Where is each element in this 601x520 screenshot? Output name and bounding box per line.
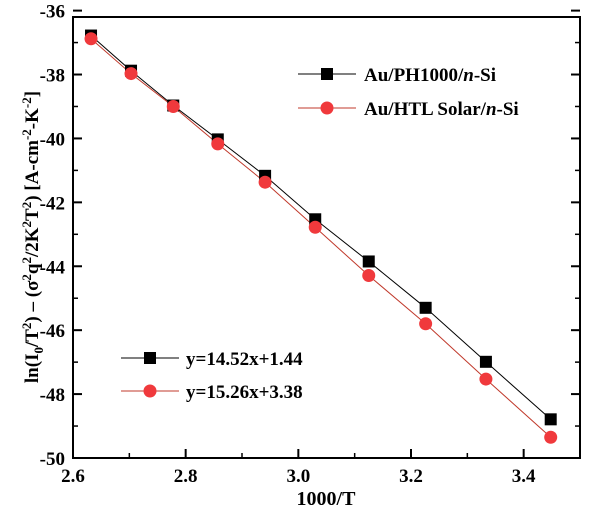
x-tick-label: 3.2 xyxy=(399,466,423,487)
series-1-line xyxy=(90,38,552,438)
x-tick-label: 2.8 xyxy=(174,466,198,487)
legend-entry-series-0: Au/PH1000/n-Si xyxy=(298,65,496,86)
circle-marker xyxy=(362,269,376,283)
square-marker xyxy=(544,413,557,426)
circle-marker xyxy=(124,67,138,81)
y-tick-label: -44 xyxy=(40,257,66,278)
x-tick-label: 2.6 xyxy=(61,466,85,487)
y-tick-label: -48 xyxy=(40,385,65,406)
legend-fit-label: y=15.26x+3.38 xyxy=(186,382,303,403)
legend-label: Au/PH1000/n-Si xyxy=(364,65,496,86)
circle-marker xyxy=(308,220,322,234)
legend-entry-fit-1: y=15.26x+3.38 xyxy=(121,382,303,403)
legend-entry-series-1: Au/HTL Solar/n-Si xyxy=(298,99,519,120)
circle-marker xyxy=(258,175,272,189)
x-tick-label: 3.4 xyxy=(512,466,536,487)
circle-marker xyxy=(211,137,225,151)
axis-ticks: 2.6 2.8 3.0 3.2 3.4 -36 -38 -40 -42 -44 -46 -48 -50 xyxy=(40,2,580,487)
y-tick-label: -42 xyxy=(40,193,65,214)
circle-marker xyxy=(166,99,180,113)
y-tick-label: -36 xyxy=(40,2,65,23)
x-axis-label: 1000/T xyxy=(297,488,357,510)
plot-frame xyxy=(72,16,581,459)
circle-marker xyxy=(84,32,98,46)
square-marker xyxy=(362,255,375,268)
square-marker xyxy=(419,301,432,314)
circle-marker xyxy=(544,430,558,444)
legend-fit-label: y=14.52x+1.44 xyxy=(186,349,303,370)
legend-entry-fit-0: y=14.52x+1.44 xyxy=(121,349,303,370)
circle-marker xyxy=(479,372,493,386)
legend-marker xyxy=(321,68,333,80)
y-tick-label: -38 xyxy=(40,66,65,87)
x-tick-label: 3.0 xyxy=(286,466,310,487)
series-0-line xyxy=(90,35,552,420)
legend-label: Au/HTL Solar/n-Si xyxy=(364,99,519,120)
legend-marker xyxy=(320,101,334,115)
legend-marker xyxy=(143,384,157,398)
square-marker xyxy=(479,355,492,368)
legend-marker xyxy=(144,352,156,364)
series-lines xyxy=(90,35,552,438)
y-axis-label: ln(I0/T2) – (σ2q2/2K2T2) [A-cm-2-K-2] xyxy=(19,91,46,383)
legends: Au/PH1000/n-Si Au/HTL Solar/n-Si y=14.52x+… xyxy=(121,65,519,403)
y-tick-label: -50 xyxy=(40,449,65,470)
circle-marker xyxy=(419,317,433,331)
y-tick-label: -46 xyxy=(40,321,65,342)
series-markers xyxy=(84,29,558,444)
y-tick-label: -40 xyxy=(40,129,65,150)
